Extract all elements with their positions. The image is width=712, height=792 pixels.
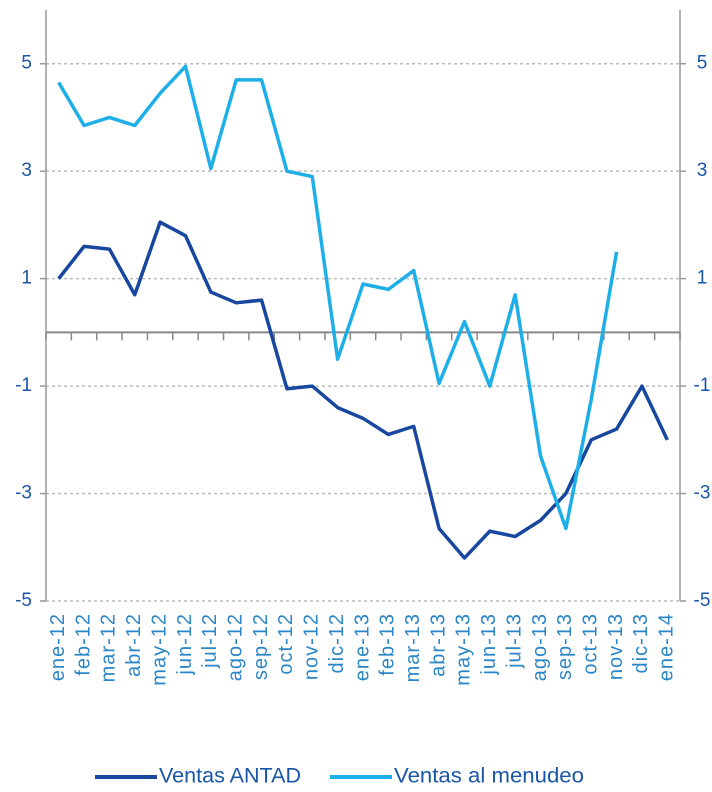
x-tick-label: oct-13 [580,613,602,675]
series-line [57,64,619,531]
x-tick-label: ago-12 [224,613,246,681]
x-tick-label: sep-12 [250,613,272,680]
x-tick-label: sep-13 [554,613,576,680]
x-tick-label: jun-12 [174,613,196,676]
y2-tick-label: -3 [694,483,711,504]
y-tick-label: -1 [15,375,32,396]
y-tick-label: -5 [15,590,32,611]
x-tick-label: nov-12 [301,613,323,680]
x-tick-label: dic-13 [630,613,652,673]
x-tick-label: jul-12 [199,613,221,669]
x-tick-label: mar-12 [98,613,120,682]
y-tick-label: 5 [21,53,32,74]
x-tick-label: dic-12 [326,613,348,673]
x-tick-label: ene-13 [351,613,373,681]
y-tick-label: 1 [21,268,32,289]
x-tick-label: ago-13 [529,613,551,681]
y-tick-label: -3 [15,483,32,504]
x-tick-label: feb-13 [377,613,399,676]
x-tick-label: ene-14 [656,613,678,681]
x-tick-label: nov-13 [605,613,627,680]
x-tick-label: mar-13 [402,613,424,682]
y2-tick-label: 5 [697,53,708,74]
y2-tick-label: 3 [697,160,708,181]
y2-tick-label: 1 [697,268,708,289]
legend-label: Ventas ANTAD [159,765,301,788]
y2-tick-label: -1 [694,375,711,396]
y-tick-label: 3 [21,160,32,181]
x-tick-label: feb-12 [72,613,94,676]
x-tick-label: ene-12 [47,613,69,681]
series-line [57,220,669,560]
x-tick-label: may-12 [148,613,170,686]
legend-label: Ventas al menudeo [394,765,584,788]
x-tick-label: jul-13 [503,613,525,669]
x-tick-label: jun-13 [478,613,500,676]
x-tick-label: abr-12 [123,613,145,677]
x-tick-label: abr-13 [427,613,449,677]
y2-tick-label: -5 [694,590,711,611]
x-tick-label: may-13 [453,613,475,686]
x-tick-label: oct-12 [275,613,297,675]
